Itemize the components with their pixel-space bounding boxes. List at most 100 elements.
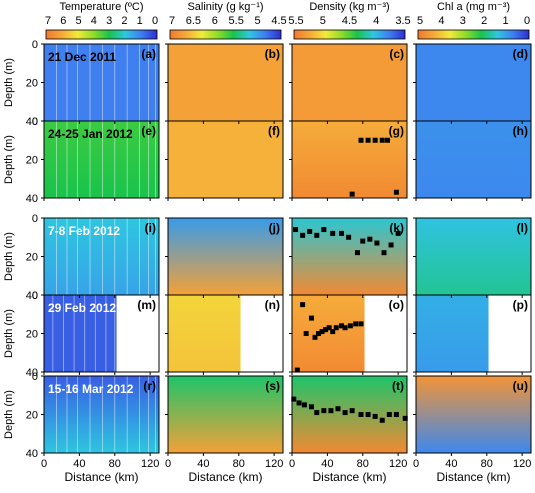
y-tick-label: 40 (26, 193, 38, 205)
field-chl (416, 218, 531, 295)
colorbar-tick-label: 5 (320, 15, 326, 27)
panel-label: (r) (143, 379, 156, 393)
mixed-layer-marker (308, 404, 314, 410)
field-chl (416, 44, 531, 121)
panel-label: (i) (145, 221, 156, 235)
mixed-layer-marker (326, 325, 332, 331)
axes: 0 20 40 Depth (m) 0 20 40 Depth (m) 0 20 40 Depth (… (3, 39, 531, 484)
mixed-layer-marker (294, 367, 300, 373)
x-tick-label: 40 (445, 458, 457, 470)
y-tick-label: 40 (26, 290, 38, 302)
cruise-date: 24-25 Jan 2012 (48, 127, 133, 141)
colorbar-tick-label: 5.5 (288, 15, 303, 27)
mixed-layer-marker (393, 189, 399, 195)
panel-h: (h) (415, 120, 532, 199)
mixed-layer-marker (360, 238, 366, 244)
panel-l: (l) (415, 217, 532, 296)
colorbar-tick-label: 3.5 (395, 15, 410, 27)
colorbar-tick-label: 3 (106, 15, 112, 27)
panel-b: (b) (167, 43, 284, 122)
mixed-layer-marker (314, 232, 320, 238)
mixed-layer-marker (300, 302, 306, 308)
field-density (292, 121, 407, 198)
x-tick-label: 40 (197, 458, 209, 470)
y-axis-label: Depth (m) (3, 58, 15, 107)
panel-n: (n) (167, 294, 284, 373)
x-axis-label: Distance (km) (188, 470, 262, 484)
colorbar-tick-label: 3 (460, 15, 466, 27)
mixed-layer-marker (342, 325, 348, 331)
panel-label: (f) (268, 124, 280, 138)
panel-m: 29 Feb 2012 (m) (43, 294, 160, 373)
mixed-layer-marker (374, 240, 380, 246)
panel-r: 15-16 Mar 2012 (r) (43, 375, 160, 454)
mixed-layer-marker (316, 331, 322, 336)
colorbar (293, 29, 406, 40)
panel-label: (e) (141, 124, 156, 138)
mixed-layer-marker (349, 408, 355, 414)
colorbar-tick-label: 0 (152, 15, 158, 27)
y-tick-label: 20 (26, 155, 38, 167)
y-axis-label: Depth (m) (3, 232, 15, 281)
y-tick-label: 0 (32, 290, 38, 302)
panel-label: (m) (137, 298, 156, 312)
colorbar (417, 29, 530, 40)
panel-label: (g) (389, 124, 404, 138)
y-axis-label: Depth (m) (3, 309, 15, 358)
colorbar-tick-label: 4 (91, 15, 97, 27)
panel-label: (b) (265, 47, 280, 61)
mixed-layer-marker (358, 412, 364, 417)
cruise-date: 21 Dec 2011 (48, 50, 116, 64)
x-tick-label: 0 (413, 458, 419, 470)
x-tick-label: 0 (165, 458, 171, 470)
panel-label: (o) (389, 298, 404, 312)
panel-p: (p) (415, 294, 532, 373)
mixed-layer-marker (342, 410, 348, 416)
colorbar-tick-label: 5 (76, 15, 82, 27)
panel-o: (o) (291, 294, 408, 373)
panel-u: (u) (415, 375, 532, 454)
mixed-layer-marker (365, 412, 371, 417)
mixed-layer-marker (307, 228, 313, 234)
panel-label: (t) (392, 379, 404, 393)
field-temperature (44, 295, 117, 372)
mixed-layer-marker (308, 315, 314, 321)
mixed-layer-marker (291, 396, 297, 402)
panel-label: (d) (513, 47, 528, 61)
x-tick-label: 120 (389, 458, 407, 470)
cruise-date: 29 Feb 2012 (48, 301, 116, 315)
x-tick-label: 40 (321, 458, 333, 470)
colorbar (45, 29, 158, 40)
colorbar-title: Temperature (ºC) (59, 1, 143, 13)
mixed-layer-marker (323, 327, 329, 333)
panel-label: (h) (513, 124, 528, 138)
mixed-layer-marker (395, 230, 401, 236)
colorbar-tick-label: 1 (503, 15, 509, 27)
panel-a: 21 Dec 2011 (a) (43, 43, 160, 122)
mixed-layer-marker (314, 410, 320, 416)
mixed-layer-marker (354, 250, 360, 256)
colorbar-tick-label: 4 (438, 15, 444, 27)
field-salinity (168, 121, 283, 198)
mixed-layer-marker (358, 321, 364, 327)
mixed-layer-marker (379, 137, 385, 143)
x-axis-label: Distance (km) (436, 470, 510, 484)
mixed-layer-marker (353, 321, 359, 327)
x-tick-label: 120 (265, 458, 283, 470)
panel-g: (g) (291, 120, 408, 199)
field-salinity (168, 295, 241, 372)
colorbar-tick-label: 4.5 (271, 15, 286, 27)
x-axis-label: Distance (km) (64, 470, 138, 484)
colorbar-tick-label: 6 (60, 15, 66, 27)
panel-d: (d) (415, 43, 532, 122)
colorbar-tick-label: 2 (481, 15, 487, 27)
panel-t: (t) (291, 375, 408, 454)
panel-label: (u) (513, 379, 528, 393)
mixed-layer-marker (321, 408, 327, 414)
colorbar-tick-label: 6.5 (186, 15, 201, 27)
panel-label: (p) (513, 298, 528, 312)
y-axis-label: Depth (m) (3, 135, 15, 184)
mixed-layer-marker (346, 234, 352, 240)
mixed-layer-marker (365, 137, 371, 143)
